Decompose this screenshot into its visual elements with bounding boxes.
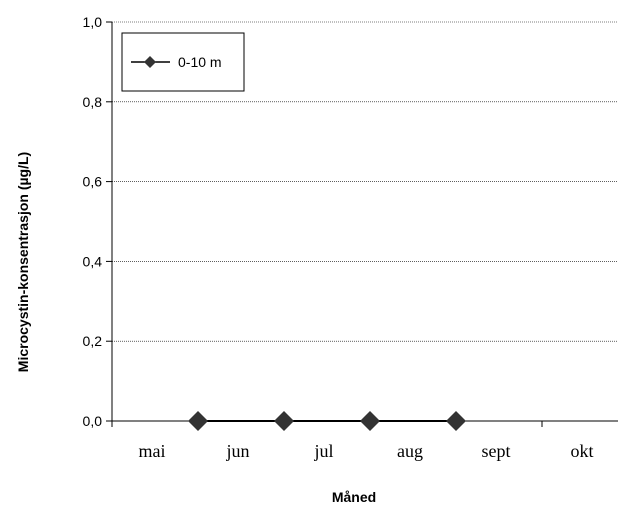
data-point-diamond xyxy=(188,411,208,431)
x-tick-label: mai xyxy=(139,441,166,461)
legend: 0-10 m xyxy=(121,32,245,92)
x-tick-label: jul xyxy=(313,441,333,461)
legend-marker-diamond-icon xyxy=(144,56,156,68)
series xyxy=(188,411,466,431)
x-ticks: mai jun jul aug sept okt xyxy=(111,421,594,461)
y-ticks: 0,0 0,2 0,4 0,6 0,8 1,0 xyxy=(83,14,112,429)
data-point-diamond xyxy=(274,411,294,431)
x-tick-label: aug xyxy=(397,441,423,461)
y-axis-label: Microcystin-konsentrasjon (µg/L) xyxy=(15,152,31,372)
data-point-diamond xyxy=(360,411,380,431)
y-tick-label: 0,4 xyxy=(83,253,103,269)
x-tick-label: jun xyxy=(225,441,249,461)
y-tick-label: 1,0 xyxy=(83,14,103,30)
x-tick-label: okt xyxy=(570,441,593,461)
y-tick-label: 0,0 xyxy=(83,413,103,429)
y-tick-label: 0,2 xyxy=(83,333,103,349)
y-tick-label: 0,8 xyxy=(83,94,103,110)
data-point-diamond xyxy=(446,411,466,431)
legend-label: 0-10 m xyxy=(178,54,222,70)
x-tick-label: sept xyxy=(482,441,511,461)
x-axis-label: Måned xyxy=(332,489,376,505)
grid-lines xyxy=(112,21,618,342)
y-tick-label: 0,6 xyxy=(83,174,103,190)
